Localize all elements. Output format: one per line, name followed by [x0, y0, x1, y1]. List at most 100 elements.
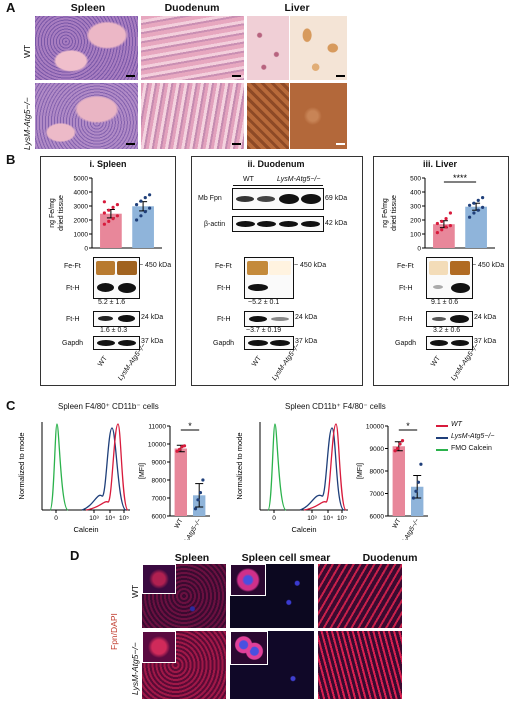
wt-line	[303, 423, 347, 511]
y-tick-label: 7000	[370, 491, 385, 498]
spleen-blot2-label1: Ft-H	[66, 316, 80, 323]
flow-histogram-2: 0 10³ 10⁴ 10⁵ Normalized to mode Calcein	[235, 422, 348, 534]
bar	[465, 206, 487, 248]
duodenum-mb-label2: β-actin	[204, 221, 226, 228]
data-point	[398, 442, 402, 446]
liver-gapdh-image	[426, 336, 473, 350]
x-tick-label: 10⁴	[105, 515, 115, 522]
panel-d-letter: D	[70, 548, 80, 563]
ko-line	[299, 427, 345, 511]
spleen-blot1-label2: Ft-H	[66, 285, 80, 292]
liver-blot2-ratio: 3.2 ± 0.6	[433, 327, 461, 334]
duodenum-blot1-image	[244, 257, 294, 299]
he-spleen-wt-image	[35, 16, 138, 80]
he-duodenum-wt-image	[141, 16, 244, 80]
data-point	[481, 196, 485, 200]
if-smear-wt-inset	[230, 564, 266, 596]
bar	[433, 224, 455, 248]
y-axis-label: dried tissue	[58, 195, 65, 231]
perls-liver-wt-image	[290, 16, 347, 80]
spleen-blot2-label2: Gapdh	[62, 340, 84, 347]
liver-blot2-kda2: 37 kDa	[474, 338, 497, 345]
data-point	[440, 219, 444, 223]
x-tick-label: 10³	[89, 515, 99, 522]
data-point	[440, 228, 444, 232]
panel-b-letter: B	[6, 152, 16, 167]
duodenum-blot1-label1: Fe-Ft	[215, 263, 232, 270]
data-point	[467, 215, 472, 219]
data-point	[102, 222, 106, 226]
bar	[100, 213, 122, 248]
data-point	[134, 218, 139, 222]
fmo-calcein-line	[267, 423, 287, 511]
bar	[174, 448, 187, 516]
duodenum-fpn-image	[232, 188, 324, 210]
liver-blot1-image	[426, 257, 473, 299]
y-tick-label: 0	[84, 246, 88, 253]
duodenum-blot1-label2: Ft-H	[217, 285, 231, 292]
y-tick-label: 1000	[74, 232, 89, 239]
liver-title: iii. Liver	[422, 159, 457, 169]
perls-liver-ko-image	[290, 83, 347, 149]
panel-d-row-ko: LysM-Atg5−/−	[130, 642, 140, 695]
panel-c-title1: Spleen F4/80⁺ CD11b⁻ cells	[58, 402, 159, 411]
legend-item-wt: WT	[436, 420, 518, 432]
duodenum-title: ii. Duodenum	[247, 159, 305, 169]
panel-c-letter: C	[6, 398, 16, 413]
if-duodenum-ko-image	[318, 631, 402, 699]
significance-label: *	[406, 421, 410, 431]
data-point	[419, 462, 423, 466]
bar	[411, 486, 424, 516]
spleen-blot1-ratio: 5.2 ± 1.6	[98, 299, 126, 306]
y-tick-label: 500	[410, 176, 421, 183]
x-tick-label: 0	[54, 515, 58, 522]
data-point	[448, 224, 453, 228]
duodenum-blot2-kda2: 37 kDa	[295, 338, 318, 345]
panel-d-header-duodenum: Duodenum	[362, 552, 418, 564]
wt-line	[85, 423, 129, 511]
spleen-blot1-image	[93, 257, 140, 299]
liver-iron-chart: 0 100 200 300 400 500 ng Fe/mg dried tissue ****	[382, 173, 495, 253]
duodenum-blot2-label2: Gapdh	[213, 340, 235, 347]
duodenum-col-line	[233, 185, 323, 186]
duodenum-blot1-ratio: ~5.2 ± 0.1	[248, 299, 280, 306]
bar	[392, 446, 405, 516]
data-point	[198, 491, 203, 495]
y-tick-label: 9000	[152, 460, 167, 467]
spleen-title: i. Spleen	[89, 159, 127, 169]
panel-d-header-smear: Spleen cell smear	[241, 552, 331, 564]
bar	[132, 206, 154, 248]
liver-blot1-ratio: 9.1 ± 0.6	[431, 299, 459, 306]
x-tick-label: 10⁴	[323, 515, 333, 522]
y-axis-label: dried tissue	[391, 195, 398, 231]
liver-blot2-label2: Gapdh	[395, 340, 417, 347]
data-point	[148, 193, 152, 197]
if-spleen-wt-inset	[142, 564, 176, 594]
data-point	[193, 507, 198, 511]
data-point	[201, 478, 205, 482]
x-tick-label: 10⁵	[337, 515, 347, 522]
spleen-blot1-label1: Fe-Ft	[64, 263, 81, 270]
duodenum-blot1-kda: ~ 450 kDa	[294, 262, 327, 269]
data-point	[476, 208, 480, 212]
data-point	[411, 496, 416, 500]
duodenum-blot2-image	[244, 311, 294, 327]
duodenum-blot2-ratio: ~3.7 ± 0.19	[246, 327, 282, 334]
significance-label: ****	[453, 173, 468, 183]
data-point	[111, 205, 115, 209]
data-point	[115, 214, 120, 218]
y-axis-label: Normalized to mode	[235, 432, 244, 499]
perls-liver-ko-zoom-image	[247, 83, 289, 149]
y-tick-label: 200	[410, 218, 421, 225]
data-point	[393, 449, 397, 453]
duodenum-mb-kda2: 42 kDa	[325, 220, 348, 227]
panel-a-row-wt: WT	[22, 44, 32, 58]
y-axis-label: ng Fe/mg	[382, 198, 389, 228]
he-liver-wt-zoom-image	[247, 16, 289, 80]
x-tick-label: 10⁵	[119, 515, 129, 522]
y-tick-label: 3000	[74, 204, 89, 211]
x-axis-label: Calcein	[291, 525, 316, 534]
legend-label: LysM-Atg5−/−	[451, 433, 495, 440]
liver-blot1-label2: Ft-H	[399, 285, 413, 292]
y-tick-label: 6000	[152, 514, 167, 521]
